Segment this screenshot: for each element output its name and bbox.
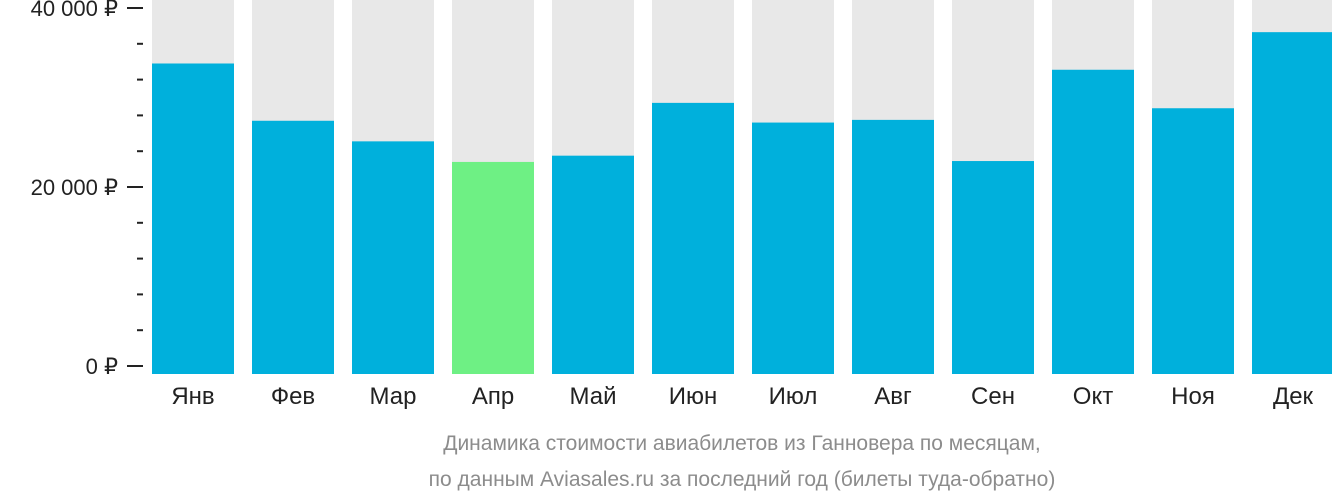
x-tick-label: Авг — [874, 383, 912, 410]
bar-11 — [1152, 108, 1234, 375]
bar-7 — [752, 122, 834, 374]
bar-6 — [652, 102, 734, 375]
y-tick-label: 40 000 ₽ — [31, 0, 118, 21]
x-tick-label: Апр — [472, 383, 514, 410]
chart-caption-line-2: по данным Aviasales.ru за последний год … — [428, 468, 1056, 491]
bar-8 — [852, 119, 934, 374]
x-tick-label: Мар — [370, 383, 417, 410]
price-bar-chart: 0 ₽ 20 000 ₽ 40 000 ₽ Янв Фев Мар Апр Май Июн Ию… — [31, 0, 1332, 410]
x-tick-label: Ноя — [1171, 383, 1215, 410]
x-tick-label: Май — [569, 383, 616, 410]
bar-3 — [352, 141, 434, 374]
bar-9 — [952, 161, 1034, 374]
x-tick-label: Дек — [1273, 383, 1314, 410]
bars — [152, 32, 1332, 375]
bar-2 — [252, 120, 334, 375]
y-axis: 0 ₽ 20 000 ₽ 40 000 ₽ — [31, 0, 143, 379]
x-axis: Янв Фев Мар Апр Май Июн Июл Авг Сен Окт Ноя Дек — [171, 383, 1313, 410]
x-tick-label: Янв — [171, 383, 214, 410]
bar-10 — [1052, 69, 1134, 374]
bar-4 — [452, 161, 534, 374]
bar-12 — [1252, 32, 1332, 374]
x-tick-label: Окт — [1073, 383, 1113, 410]
bar-1 — [152, 63, 234, 375]
y-tick-label: 0 ₽ — [86, 354, 118, 379]
chart-caption-line-1: Динамика стоимости авиабилетов из Ганнов… — [443, 432, 1041, 455]
bar-5 — [552, 155, 634, 374]
x-tick-label: Сен — [971, 383, 1015, 410]
x-tick-label: Фев — [271, 383, 315, 410]
y-tick-label: 20 000 ₽ — [31, 175, 118, 200]
x-tick-label: Июн — [669, 383, 718, 410]
x-tick-label: Июл — [769, 383, 818, 410]
